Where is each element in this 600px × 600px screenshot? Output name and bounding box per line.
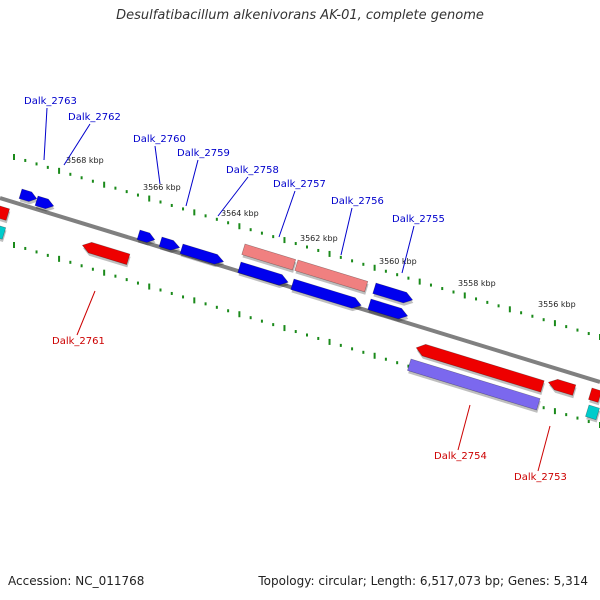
gene-label-leader xyxy=(76,290,96,336)
gene-dalk-2759[interactable] xyxy=(158,236,182,255)
gene-label-leader xyxy=(457,404,471,451)
gene-label-leader xyxy=(340,207,353,256)
gene-label-leader xyxy=(537,425,551,472)
tick-label: 3562 kbp xyxy=(300,234,338,243)
gene-label: Dalk_2756 xyxy=(331,196,384,207)
tick-label: 3564 kbp xyxy=(221,209,259,218)
gene-dalk-2762[interactable] xyxy=(34,195,56,214)
tick-label: 3568 kbp xyxy=(66,156,104,165)
gene-label-leader xyxy=(63,123,91,166)
gene-label: Dalk_2754 xyxy=(434,451,487,462)
gene-label-leader xyxy=(43,107,48,161)
gene-label: Dalk_2759 xyxy=(177,148,230,159)
gene-label: Dalk_2763 xyxy=(24,96,77,107)
gene-dalk-2763[interactable] xyxy=(18,188,39,206)
gene-right-cyan[interactable] xyxy=(585,404,600,423)
gene-dalk-2758[interactable] xyxy=(241,243,297,273)
gene-label: Dalk_2760 xyxy=(133,134,186,145)
tick-label: 3556 kbp xyxy=(538,300,576,309)
map-title: Desulfatibacillum alkenivorans AK-01, co… xyxy=(116,8,484,23)
tick-label: 3560 kbp xyxy=(379,257,417,266)
tick-label: 3558 kbp xyxy=(458,279,496,288)
gene-dalk-2753[interactable] xyxy=(546,377,577,399)
gene-dalk-2754-red[interactable] xyxy=(414,342,546,396)
gene-dalk-2758a[interactable] xyxy=(179,243,226,269)
gene-dalk-2754[interactable] xyxy=(407,358,542,413)
gene-label-leader xyxy=(217,176,249,217)
gene-dalk-2755[interactable] xyxy=(367,298,411,324)
genome-summary: Topology: circular; Length: 6,517,073 bp… xyxy=(258,574,588,588)
gene-label: Dalk_2761 xyxy=(52,336,105,347)
gene-dalk-2755a[interactable] xyxy=(372,282,416,308)
gene-dalk-2761[interactable] xyxy=(80,240,131,268)
gene-label-leader xyxy=(154,145,161,185)
gene-label: Dalk_2755 xyxy=(392,214,445,225)
gene-label: Dalk_2762 xyxy=(68,112,121,123)
gene-label-leader xyxy=(185,159,199,207)
gene-label-leader xyxy=(278,190,296,238)
accession-text: Accession: NC_011768 xyxy=(8,574,145,588)
gene-label: Dalk_2753 xyxy=(514,472,567,483)
gene-dalk-2756[interactable] xyxy=(290,278,364,313)
gene-left-red[interactable] xyxy=(0,205,11,224)
tick-label: 3566 kbp xyxy=(143,183,181,192)
gene-left-cyan[interactable] xyxy=(0,225,7,243)
gene-dalk-2757a[interactable] xyxy=(237,261,291,290)
gene-label: Dalk_2757 xyxy=(273,179,326,190)
gene-label: Dalk_2758 xyxy=(226,165,279,176)
gene-dalk-2757[interactable] xyxy=(294,259,369,295)
gene-label-leader xyxy=(401,225,415,274)
gene-dalk-2760[interactable] xyxy=(136,229,157,247)
gene-right-red[interactable] xyxy=(588,387,600,406)
